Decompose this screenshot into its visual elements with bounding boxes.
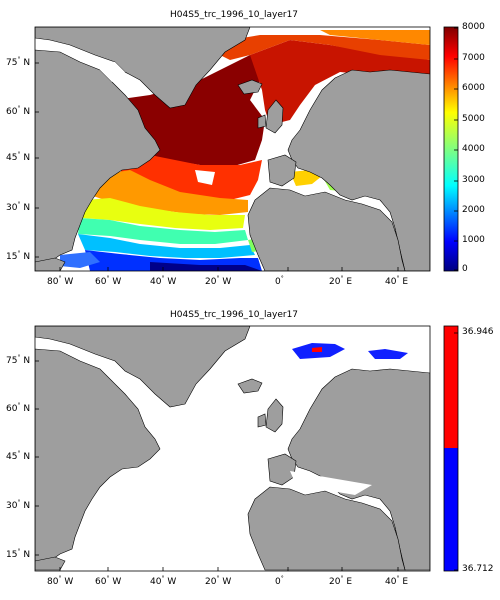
lat-tick-label: 15° N xyxy=(6,548,31,560)
lon-tick-label: 40° E xyxy=(385,275,409,287)
lat-tick-label: 30° N xyxy=(6,201,31,213)
lon-tick-label: 0° xyxy=(275,575,284,587)
lon-tick-label: 40° W xyxy=(150,275,177,287)
colorbar-tick-label: 7000 xyxy=(462,53,485,63)
lon-tick-label: 60° W xyxy=(95,275,122,287)
lat-tick-label: 45° N xyxy=(6,151,31,163)
map-title-bottom: H04S5_trc_1996_10_layer17 xyxy=(170,310,299,320)
lat-tick-label: 75° N xyxy=(6,354,31,366)
lon-tick-label: 60° W xyxy=(95,575,122,587)
map-title-top: H04S5_trc_1996_10_layer17 xyxy=(170,10,299,20)
axis-ticks-bottom xyxy=(35,360,399,571)
lon-tick-label: 20° W xyxy=(205,575,232,587)
lon-tick-label: 80° W xyxy=(47,275,74,287)
colorbar-bottom xyxy=(443,325,459,572)
lat-tick-label: 30° N xyxy=(6,499,31,511)
colorbar-gradient xyxy=(443,26,459,272)
colorbar-blue xyxy=(444,448,458,571)
colorbar-tick-label: 2000 xyxy=(462,205,485,215)
map-border-top xyxy=(34,26,431,272)
lon-tick-label: 20° E xyxy=(329,275,353,287)
lat-tick-label: 60° N xyxy=(6,105,31,117)
lon-tick-label: 20° E xyxy=(329,575,353,587)
tracer-field-top xyxy=(35,27,430,271)
map-panel-bottom xyxy=(34,325,431,572)
lon-tick-label: 40° W xyxy=(150,575,177,587)
lon-tick-label: 20° W xyxy=(205,275,232,287)
map-panel-top xyxy=(34,26,431,272)
colorbar-tick-label: 8000 xyxy=(462,22,485,32)
map-border-bottom xyxy=(34,325,431,572)
colorbar-red xyxy=(444,326,458,448)
lat-tick-label: 15° N xyxy=(6,250,31,262)
colorbar-tick-label: 36.712 xyxy=(462,564,494,574)
colorbar-tick-label: 4000 xyxy=(462,144,485,154)
lon-tick-label: 40° E xyxy=(385,575,409,587)
colorbar-tick-label: 3000 xyxy=(462,175,485,185)
colorbar-tick-label: 1000 xyxy=(462,235,485,245)
colorbar-tick-label: 6000 xyxy=(462,83,485,93)
colorbar-tick-label: 0 xyxy=(462,264,468,274)
lon-tick-label: 0° xyxy=(275,275,284,287)
colorbar-tick-label: 5000 xyxy=(462,114,485,124)
lat-tick-label: 45° N xyxy=(6,450,31,462)
colorbar-tick-label: 36.946 xyxy=(462,327,494,337)
lon-tick-label: 80° W xyxy=(47,575,74,587)
tracer-field-bottom xyxy=(35,326,430,571)
lat-tick-label: 75° N xyxy=(6,56,31,68)
colorbar-top xyxy=(443,26,459,272)
axis-ticks-top xyxy=(35,62,399,271)
lat-tick-label: 60° N xyxy=(6,402,31,414)
